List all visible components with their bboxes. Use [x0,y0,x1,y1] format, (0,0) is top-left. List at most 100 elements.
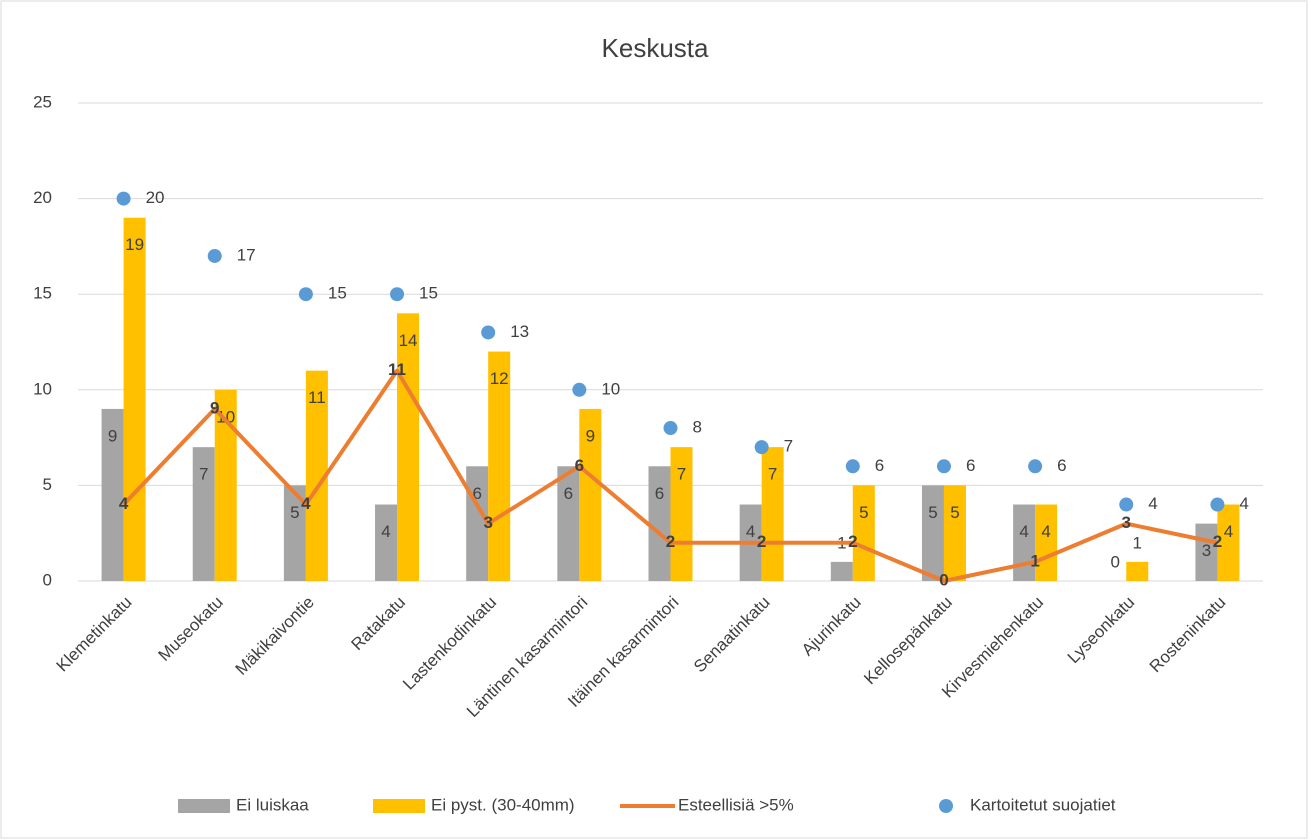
data-label: 9 [586,426,595,445]
data-label: 4 [119,494,129,513]
data-label: 9 [210,398,219,417]
data-label: 6 [564,484,573,503]
data-label: 1 [1030,551,1039,570]
data-label: 2 [666,532,675,551]
data-label: 4 [1019,522,1028,541]
bar [101,408,124,581]
data-label: 5 [290,503,299,522]
data-label: 1 [1133,533,1142,552]
point [572,382,587,397]
bar [557,466,580,581]
data-label: 4 [381,522,390,541]
data-label: 6 [875,456,884,475]
data-label: 9 [108,426,117,445]
bar [488,351,511,581]
data-label: 17 [237,245,256,264]
bar [1217,504,1240,581]
data-label: 12 [490,369,509,388]
point [298,287,313,302]
data-label: 5 [950,503,959,522]
data-label: 5 [928,503,937,522]
bar [579,408,602,581]
data-label: 14 [399,331,418,350]
data-label: 4 [1239,494,1248,513]
data-label: 11 [388,360,406,379]
bar [670,447,693,581]
legend-swatch [939,799,953,813]
y-tick-label: 10 [33,379,52,398]
bar [648,466,671,581]
y-tick-label: 5 [43,475,52,494]
bar [305,370,328,581]
data-label: 10 [216,407,235,426]
legend-swatch [373,799,425,813]
bar [921,485,944,581]
data-label: 2 [1213,532,1222,551]
data-label: 4 [301,494,311,513]
bar [375,504,398,581]
point [754,440,769,455]
data-label: 4 [746,522,755,541]
y-tick-label: 25 [33,92,52,111]
point [663,421,678,436]
data-label: 7 [677,465,686,484]
legend-label: Ei luiskaa [236,795,309,814]
data-label: 4 [1041,522,1050,541]
data-label: 5 [859,503,868,522]
data-label: 3 [1122,513,1131,532]
bar [1035,504,1058,581]
data-label: 7 [768,465,777,484]
chart-title: Keskusta [602,33,709,63]
data-label: 4 [1224,522,1233,541]
bar [943,485,966,581]
y-tick-label: 0 [43,570,52,589]
data-label: 13 [510,322,529,341]
point [207,248,222,263]
point [1028,459,1043,474]
y-tick-label: 20 [33,188,52,207]
bar [214,389,237,581]
legend-label: Esteellisiä >5% [678,795,794,814]
data-label: 11 [308,388,326,407]
data-label: 6 [966,456,975,475]
bar [852,485,875,581]
data-label: 6 [655,484,664,503]
point [481,325,496,340]
data-label: 15 [419,284,438,303]
data-label: 8 [693,418,702,437]
data-label: 6 [575,456,584,475]
legend-swatch [178,799,230,813]
bar [192,447,215,581]
data-label: 6 [472,484,481,503]
data-label: 2 [757,532,766,551]
bar [1126,561,1149,581]
y-tick-label: 15 [33,284,52,303]
point [116,191,131,206]
data-label: 20 [146,188,165,207]
line [122,368,1218,583]
point [390,287,405,302]
data-label: 0 [939,570,948,589]
point [845,459,860,474]
bar [830,561,853,581]
bar [123,217,146,581]
data-label: 15 [328,284,347,303]
bar [761,447,784,581]
legend-label: Ei pyst. (30-40mm) [431,795,575,814]
point [936,459,951,474]
data-label: 19 [125,235,144,254]
data-label: 2 [848,532,857,551]
legend-label: Kartoitetut suojatiet [970,795,1116,814]
data-label: 4 [1148,494,1157,513]
bar [283,485,306,581]
point [1119,497,1134,512]
data-label: 3 [1202,541,1211,560]
data-label: 3 [483,513,492,532]
data-label: 0 [1111,552,1120,571]
point [1210,497,1225,512]
bar [397,313,420,581]
data-label: 10 [601,379,620,398]
data-label: 7 [199,465,208,484]
